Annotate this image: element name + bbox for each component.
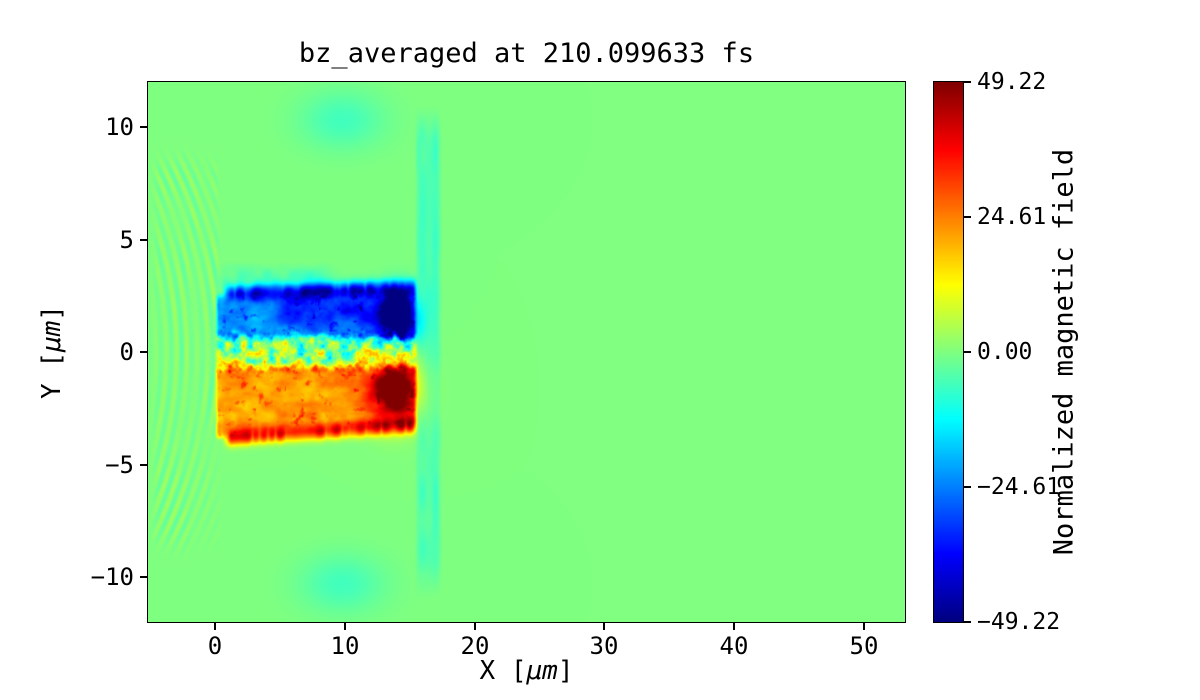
y-tick-label: 10 (105, 113, 134, 141)
x-axis-label-pre: X [ (479, 656, 527, 686)
y-tick-mark (140, 351, 147, 353)
colorbar-tick-label: −49.22 (977, 609, 1061, 635)
plot-area (147, 81, 906, 623)
x-tick-mark (733, 623, 735, 630)
x-tick-mark (863, 623, 865, 630)
x-tick-label: 10 (330, 632, 360, 660)
y-tick-mark (140, 239, 147, 241)
colorbar-tick-mark (964, 351, 971, 353)
x-axis-label-post: ] (557, 656, 574, 686)
x-tick-mark (344, 623, 346, 630)
x-axis-label-unit: μm (526, 656, 558, 686)
y-tick-label: 0 (119, 338, 134, 366)
y-axis-label-post: ] (37, 305, 67, 321)
y-tick-label: −10 (90, 563, 134, 591)
x-tick-label: 20 (460, 632, 490, 660)
colorbar-tick-mark (964, 621, 971, 623)
colorbar-tick-mark (964, 81, 971, 83)
colorbar-tick-mark (964, 216, 971, 218)
x-tick-mark (474, 623, 476, 630)
x-tick-label: 30 (589, 632, 619, 660)
colorbar (933, 81, 964, 623)
y-tick-mark (140, 576, 147, 578)
colorbar-canvas (934, 82, 963, 622)
colorbar-tick-label: 24.61 (977, 204, 1047, 230)
colorbar-tick-label: −24.61 (977, 474, 1061, 500)
colorbar-tick-label: 0.00 (977, 339, 1033, 365)
x-tick-mark (214, 623, 216, 630)
y-tick-label: 5 (119, 226, 134, 254)
colorbar-tick-label: 49.22 (977, 69, 1047, 95)
y-tick-mark (140, 126, 147, 128)
y-tick-label: −5 (105, 451, 134, 479)
y-tick-mark (140, 464, 147, 466)
x-tick-label: 40 (719, 632, 749, 660)
colorbar-tick-mark (964, 486, 971, 488)
x-axis-label: X [μm] (148, 656, 905, 686)
x-tick-mark (603, 623, 605, 630)
heatmap-canvas (148, 82, 905, 622)
x-tick-label: 50 (849, 632, 879, 660)
x-tick-label: 0 (207, 632, 223, 660)
chart-title: bz_averaged at 210.099633 fs (298, 38, 755, 69)
